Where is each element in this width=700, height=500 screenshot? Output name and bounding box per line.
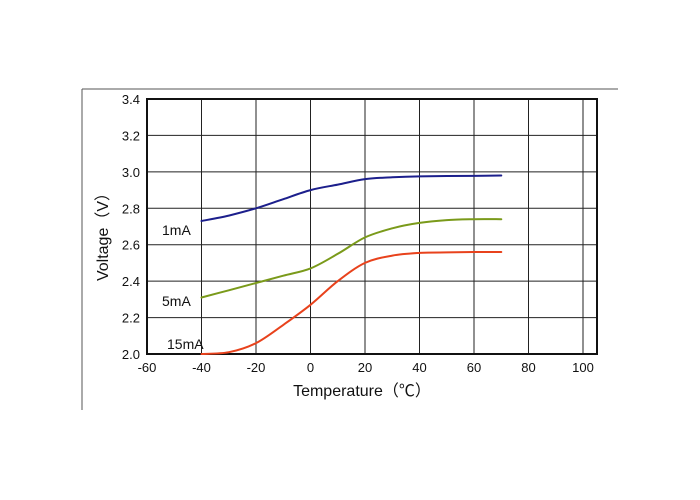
data-series	[200, 174, 503, 355]
x-tick-label: 80	[521, 360, 535, 375]
x-tick-label: 20	[358, 360, 372, 375]
x-tick-label: 100	[572, 360, 594, 375]
series-line-15mA	[200, 250, 503, 355]
series-line-5mA	[200, 218, 503, 299]
x-tick-label: 0	[307, 360, 314, 375]
series-label-5mA: 5mA	[162, 293, 191, 309]
x-tick-label: 40	[412, 360, 426, 375]
plot-area-border	[146, 98, 598, 355]
y-tick-label: 2.2	[122, 311, 140, 326]
y-axis-title: Voltage（V）	[94, 185, 112, 281]
x-tick-label: -60	[138, 360, 157, 375]
series-label-1mA: 1mA	[162, 222, 191, 238]
y-tick-label: 2.4	[122, 274, 140, 289]
x-tick-label: -40	[192, 360, 211, 375]
tick-labels: -60 -40 -20 0 20 40 60 80 100 2.0 2.2 2.4 2.6 2.8 3.0 3…	[122, 92, 594, 375]
x-tick-label: -20	[247, 360, 266, 375]
x-axis-title: Temperature（℃）	[293, 382, 431, 400]
x-tick-label: 60	[467, 360, 481, 375]
y-tick-label: 3.2	[122, 128, 140, 143]
series-line-1mA	[200, 174, 503, 222]
series-label-15mA: 15mA	[167, 336, 204, 352]
y-tick-label: 3.4	[122, 92, 140, 107]
y-tick-label: 3.0	[122, 165, 140, 180]
grid	[147, 99, 597, 354]
series-labels: 1mA 5mA 15mA	[162, 222, 204, 352]
y-tick-label: 2.6	[122, 238, 140, 253]
y-tick-label: 2.0	[122, 347, 140, 362]
y-tick-label: 2.8	[122, 201, 140, 216]
